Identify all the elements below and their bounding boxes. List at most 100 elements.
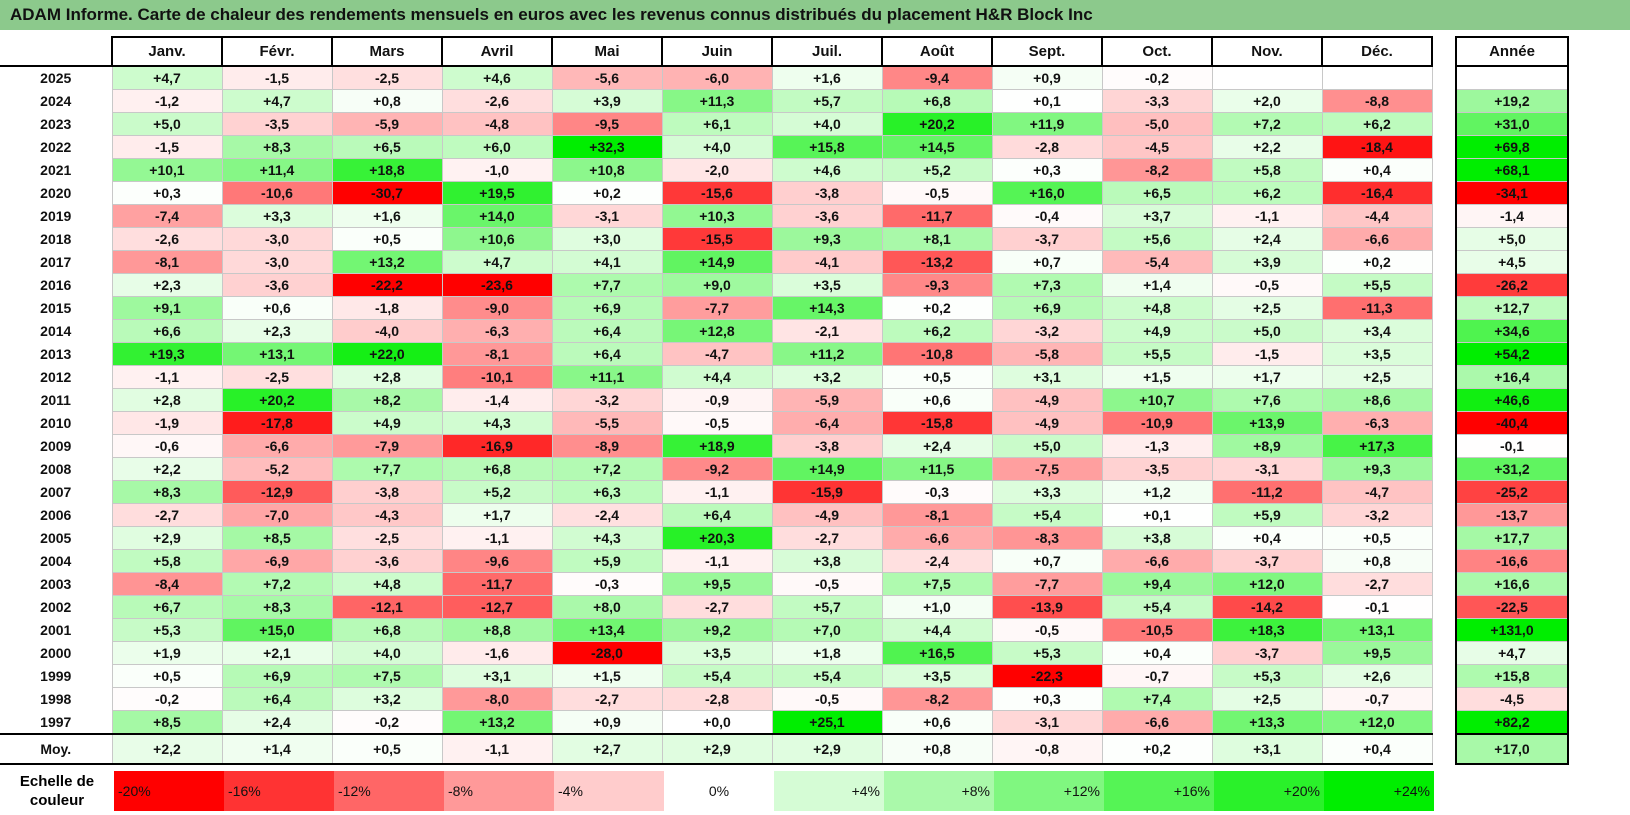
year-total-cell [1455, 65, 1569, 90]
month-return-cell: -5,9 [771, 388, 883, 412]
year-label: 2000 [40, 645, 72, 661]
month-return-cell: +5,5 [1101, 342, 1213, 366]
month-return-cell: +3,2 [331, 687, 443, 711]
month-header-row: Janv. Févr. Mars Avril Mai Juin Juil. Ao… [0, 36, 1569, 67]
month-return-cell: +9,5 [1321, 641, 1433, 665]
month-return-cell: -0,5 [771, 572, 883, 596]
month-return-cell: +6,2 [1321, 112, 1433, 136]
month-return-cell: -22,3 [991, 664, 1103, 688]
column-gap [1432, 434, 1456, 458]
month-return-cell: -12,1 [331, 595, 443, 619]
month-return-cell: +0,6 [881, 388, 993, 412]
month-return-cell: +12,0 [1211, 572, 1323, 596]
month-return-cell: -10,6 [221, 181, 333, 205]
month-return-cell: +0,7 [991, 549, 1103, 573]
month-return-cell: +2,9 [111, 526, 223, 550]
column-gap [1432, 549, 1456, 573]
year-total-cell: +69,8 [1455, 135, 1569, 159]
month-return-cell: -6,6 [1101, 549, 1213, 573]
month-return-cell: +18,8 [331, 158, 443, 182]
year-total-cell: +46,6 [1455, 388, 1569, 412]
month-return-cell: +2,8 [331, 365, 443, 389]
month-return-cell: +5,3 [991, 641, 1103, 665]
year-label: 2009 [40, 438, 72, 454]
column-gap [1432, 342, 1456, 366]
month-return-cell: -15,6 [661, 181, 773, 205]
month-return-cell: +4,9 [331, 411, 443, 435]
legend-label-line: Echelle de [19, 773, 95, 790]
year-label: 2011 [40, 392, 71, 408]
month-return-cell: +5,0 [111, 112, 223, 136]
year-label: 2013 [40, 346, 72, 362]
year-row: 1999 +0,5 +6,9 +7,5 +3,1 +1,5 +5,4 +5,4 +3,5 -22,… [0, 664, 1569, 688]
year-row: 2022 -1,5 +8,3 +6,5 +6,0 +32,3 +4,0 +15,8 +14,5-… [0, 135, 1569, 159]
year-total-cell: +5,0 [1455, 227, 1569, 251]
month-return-cell: -2,7 [771, 526, 883, 550]
month-return-cell: +4,0 [661, 135, 773, 159]
month-return-cell: +5,9 [551, 549, 663, 573]
month-return-cell: -3,7 [1211, 549, 1323, 573]
month-return-cell: -2,8 [991, 135, 1103, 159]
month-return-cell: +6,7 [111, 595, 223, 619]
month-return-cell: +11,2 [771, 342, 883, 366]
year-row: 2013 +19,3 +13,1 +22,0 -8,1 +6,4 -4,7 +11,2 -10,… [0, 342, 1569, 366]
month-return-cell: -2,4 [881, 549, 993, 573]
month-return-cell: +1,2 [1101, 480, 1213, 504]
month-return-cell: +19,5 [441, 181, 553, 205]
month-return-cell: +20,3 [661, 526, 773, 550]
month-return-cell: -8,1 [111, 250, 223, 274]
month-return-cell: -0,3 [551, 572, 663, 596]
column-gap [1432, 250, 1456, 274]
year-row: 2000 +1,9 +2,1 +4,0 -1,6 -28,0 +3,5 +1,8 +16,5 +5… [0, 641, 1569, 665]
month-return-cell: +8,3 [221, 595, 333, 619]
month-return-cell: -0,3 [881, 480, 993, 504]
month-return-cell: +8,8 [441, 618, 553, 642]
month-return-cell: -0,5 [881, 181, 993, 205]
year-row: 2023 +5,0 -3,5 -5,9 -4,8 -9,5 +6,1 +4,0 +20,2 +11… [0, 112, 1569, 136]
month-return-cell: -8,2 [1101, 158, 1213, 182]
month-return-cell: +13,4 [551, 618, 663, 642]
month-return-cell: +2,5 [1321, 365, 1433, 389]
month-return-cell: -0,5 [991, 618, 1103, 642]
average-month-cell: +3,1 [1211, 733, 1323, 765]
year-label: 2008 [40, 461, 72, 477]
month-return-cell: +3,1 [441, 664, 553, 688]
month-return-cell: +5,2 [441, 480, 553, 504]
month-return-cell: -7,5 [991, 457, 1103, 481]
month-return-cell: -6,6 [1101, 710, 1213, 735]
month-return-cell: -7,0 [221, 503, 333, 527]
month-return-cell: +6,8 [331, 618, 443, 642]
month-return-cell: +7,7 [551, 273, 663, 297]
year-total-cell: +34,6 [1455, 319, 1569, 343]
month-return-cell: -2,5 [331, 65, 443, 90]
month-return-cell: +14,3 [771, 296, 883, 320]
year-total-cell: -16,6 [1455, 549, 1569, 573]
month-return-cell: +7,2 [551, 457, 663, 481]
month-return-cell: +5,4 [991, 503, 1103, 527]
average-month-cell: +2,9 [661, 733, 773, 765]
month-return-cell: +10,6 [441, 227, 553, 251]
month-return-cell: -2,7 [111, 503, 223, 527]
month-return-cell: +3,3 [991, 480, 1103, 504]
month-return-cell: +16,5 [881, 641, 993, 665]
month-return-cell: +14,9 [661, 250, 773, 274]
column-gap [1432, 388, 1456, 412]
year-total-cell: +4,7 [1455, 641, 1569, 665]
month-return-cell: +8,9 [1211, 434, 1323, 458]
month-return-cell: +0,7 [991, 250, 1103, 274]
year-total-cell: -40,4 [1455, 411, 1569, 435]
month-header: Déc. [1321, 36, 1433, 67]
month-return-cell: -3,0 [221, 250, 333, 274]
month-return-cell: +6,6 [111, 319, 223, 343]
year-row: 2012 -1,1 -2,5 +2,8 -10,1 +11,1 +4,4 +3,2 +0,5 +3… [0, 365, 1569, 389]
month-header: Août [881, 36, 993, 67]
year-label: 2015 [40, 300, 72, 316]
month-return-cell: +7,6 [1211, 388, 1323, 412]
month-return-cell: -8,9 [551, 434, 663, 458]
year-row: 2009 -0,6 -6,6 -7,9 -16,9 -8,9 +18,9 -3,8 +2,4 +5… [0, 434, 1569, 458]
column-gap [1432, 480, 1456, 504]
month-return-cell: +8,1 [881, 227, 993, 251]
year-label: 1998 [40, 691, 72, 707]
year-label: 2002 [40, 599, 72, 615]
month-return-cell: -3,8 [331, 480, 443, 504]
